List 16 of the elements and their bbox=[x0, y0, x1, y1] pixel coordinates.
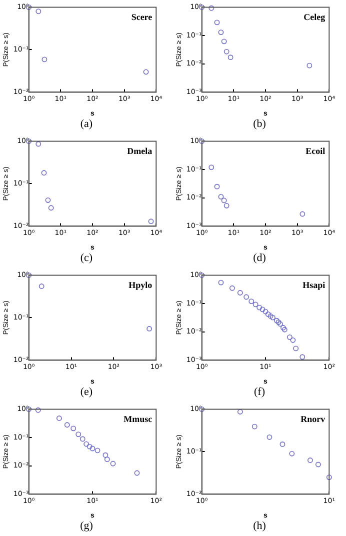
text: Hsapi bbox=[302, 280, 326, 290]
text: (e) bbox=[79, 385, 94, 399]
text: (d) bbox=[252, 251, 267, 265]
text: Ecoil bbox=[306, 146, 326, 156]
text: (c) bbox=[79, 251, 94, 265]
text: (f) bbox=[253, 385, 266, 399]
text: Mmusc bbox=[124, 414, 152, 424]
text: Scere bbox=[131, 12, 152, 22]
text: (a) bbox=[79, 117, 94, 131]
text: Celeg bbox=[304, 12, 326, 22]
text: Dmela bbox=[127, 146, 153, 156]
text: Hpylo bbox=[128, 280, 153, 290]
text: Rnorv bbox=[300, 414, 326, 424]
text: (h) bbox=[252, 519, 267, 533]
text: (b) bbox=[252, 117, 267, 131]
text: (g) bbox=[79, 519, 94, 533]
